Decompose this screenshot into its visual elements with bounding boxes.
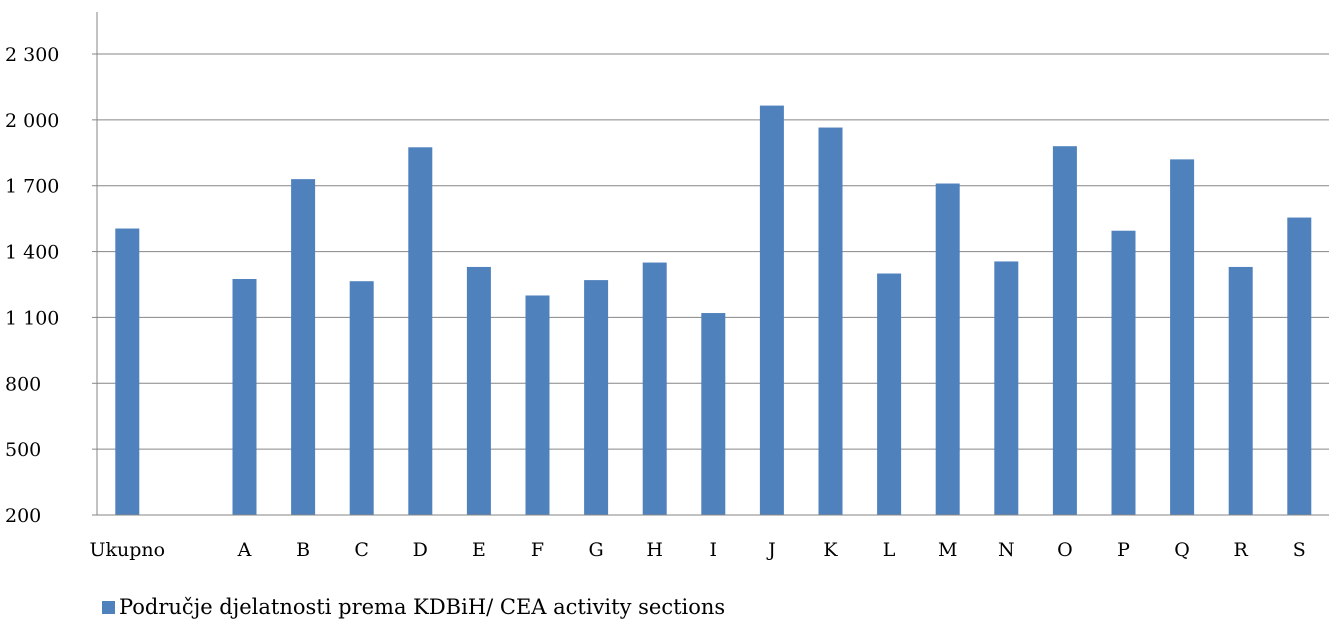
bar-f	[525, 295, 550, 515]
bar-g	[584, 280, 609, 515]
x-tick-label: D	[413, 539, 428, 561]
axes	[96, 12, 1329, 516]
bar-k	[818, 127, 843, 516]
x-tick-label: Ukupno	[89, 539, 165, 561]
y-tick-label: 1 100	[5, 307, 59, 329]
x-tick-label: A	[237, 539, 252, 561]
x-tick-label: F	[531, 539, 544, 561]
x-tick-label: O	[1057, 539, 1073, 561]
x-tick-label: C	[354, 539, 369, 561]
bars	[115, 105, 1312, 516]
y-tick-label: 2 300	[5, 44, 59, 66]
bar-s	[1287, 217, 1312, 516]
x-tick-label: I	[710, 539, 718, 561]
bar-b	[291, 179, 316, 515]
bar-n	[994, 261, 1019, 515]
bar-p	[1111, 230, 1136, 515]
x-tick-label: N	[998, 539, 1015, 561]
y-tick-label: 800	[5, 373, 41, 395]
x-tick-labels: Ukupno A B C D E F G H I J K L M N O P Q R S	[89, 539, 1305, 561]
bar-d	[408, 147, 433, 516]
x-tick-label: P	[1117, 539, 1130, 561]
x-tick-label: H	[646, 539, 663, 561]
bar-i	[701, 313, 726, 515]
x-tick-label: S	[1293, 539, 1306, 561]
bar-e	[466, 266, 491, 515]
x-tick-label: L	[883, 539, 896, 561]
bar-c	[349, 281, 374, 515]
y-tick-label: 200	[5, 505, 41, 527]
legend-label: Područje djelatnosti prema KDBiH/ CEA ac…	[119, 595, 726, 619]
x-tick-label: B	[296, 539, 310, 561]
bar-o	[1052, 146, 1077, 515]
x-tick-label: M	[938, 539, 957, 561]
legend-swatch	[102, 601, 115, 614]
y-tick-label: 1 700	[5, 176, 59, 198]
x-tick-label: R	[1234, 539, 1249, 561]
y-tick-label: 1 400	[5, 242, 59, 264]
bar-l	[877, 273, 902, 515]
y-tick-labels: 200 500 800 1 100 1 400 1 700 2 000 2 300	[5, 44, 59, 527]
bar-ukupno	[115, 228, 140, 515]
bar-r	[1228, 266, 1253, 515]
bar-m	[935, 183, 960, 515]
x-tick-label: E	[472, 539, 486, 561]
bar-q	[1170, 159, 1195, 515]
y-tick-label: 500	[5, 439, 41, 461]
y-tick-label: 2 000	[5, 110, 59, 132]
bar-a	[232, 279, 257, 515]
bar-h	[642, 262, 667, 515]
legend: Područje djelatnosti prema KDBiH/ CEA ac…	[102, 597, 725, 618]
x-tick-label: Q	[1174, 539, 1190, 561]
x-tick-label: G	[589, 539, 604, 561]
x-tick-label: K	[823, 539, 838, 561]
x-tick-label: J	[766, 539, 776, 561]
bar-j	[759, 105, 784, 515]
